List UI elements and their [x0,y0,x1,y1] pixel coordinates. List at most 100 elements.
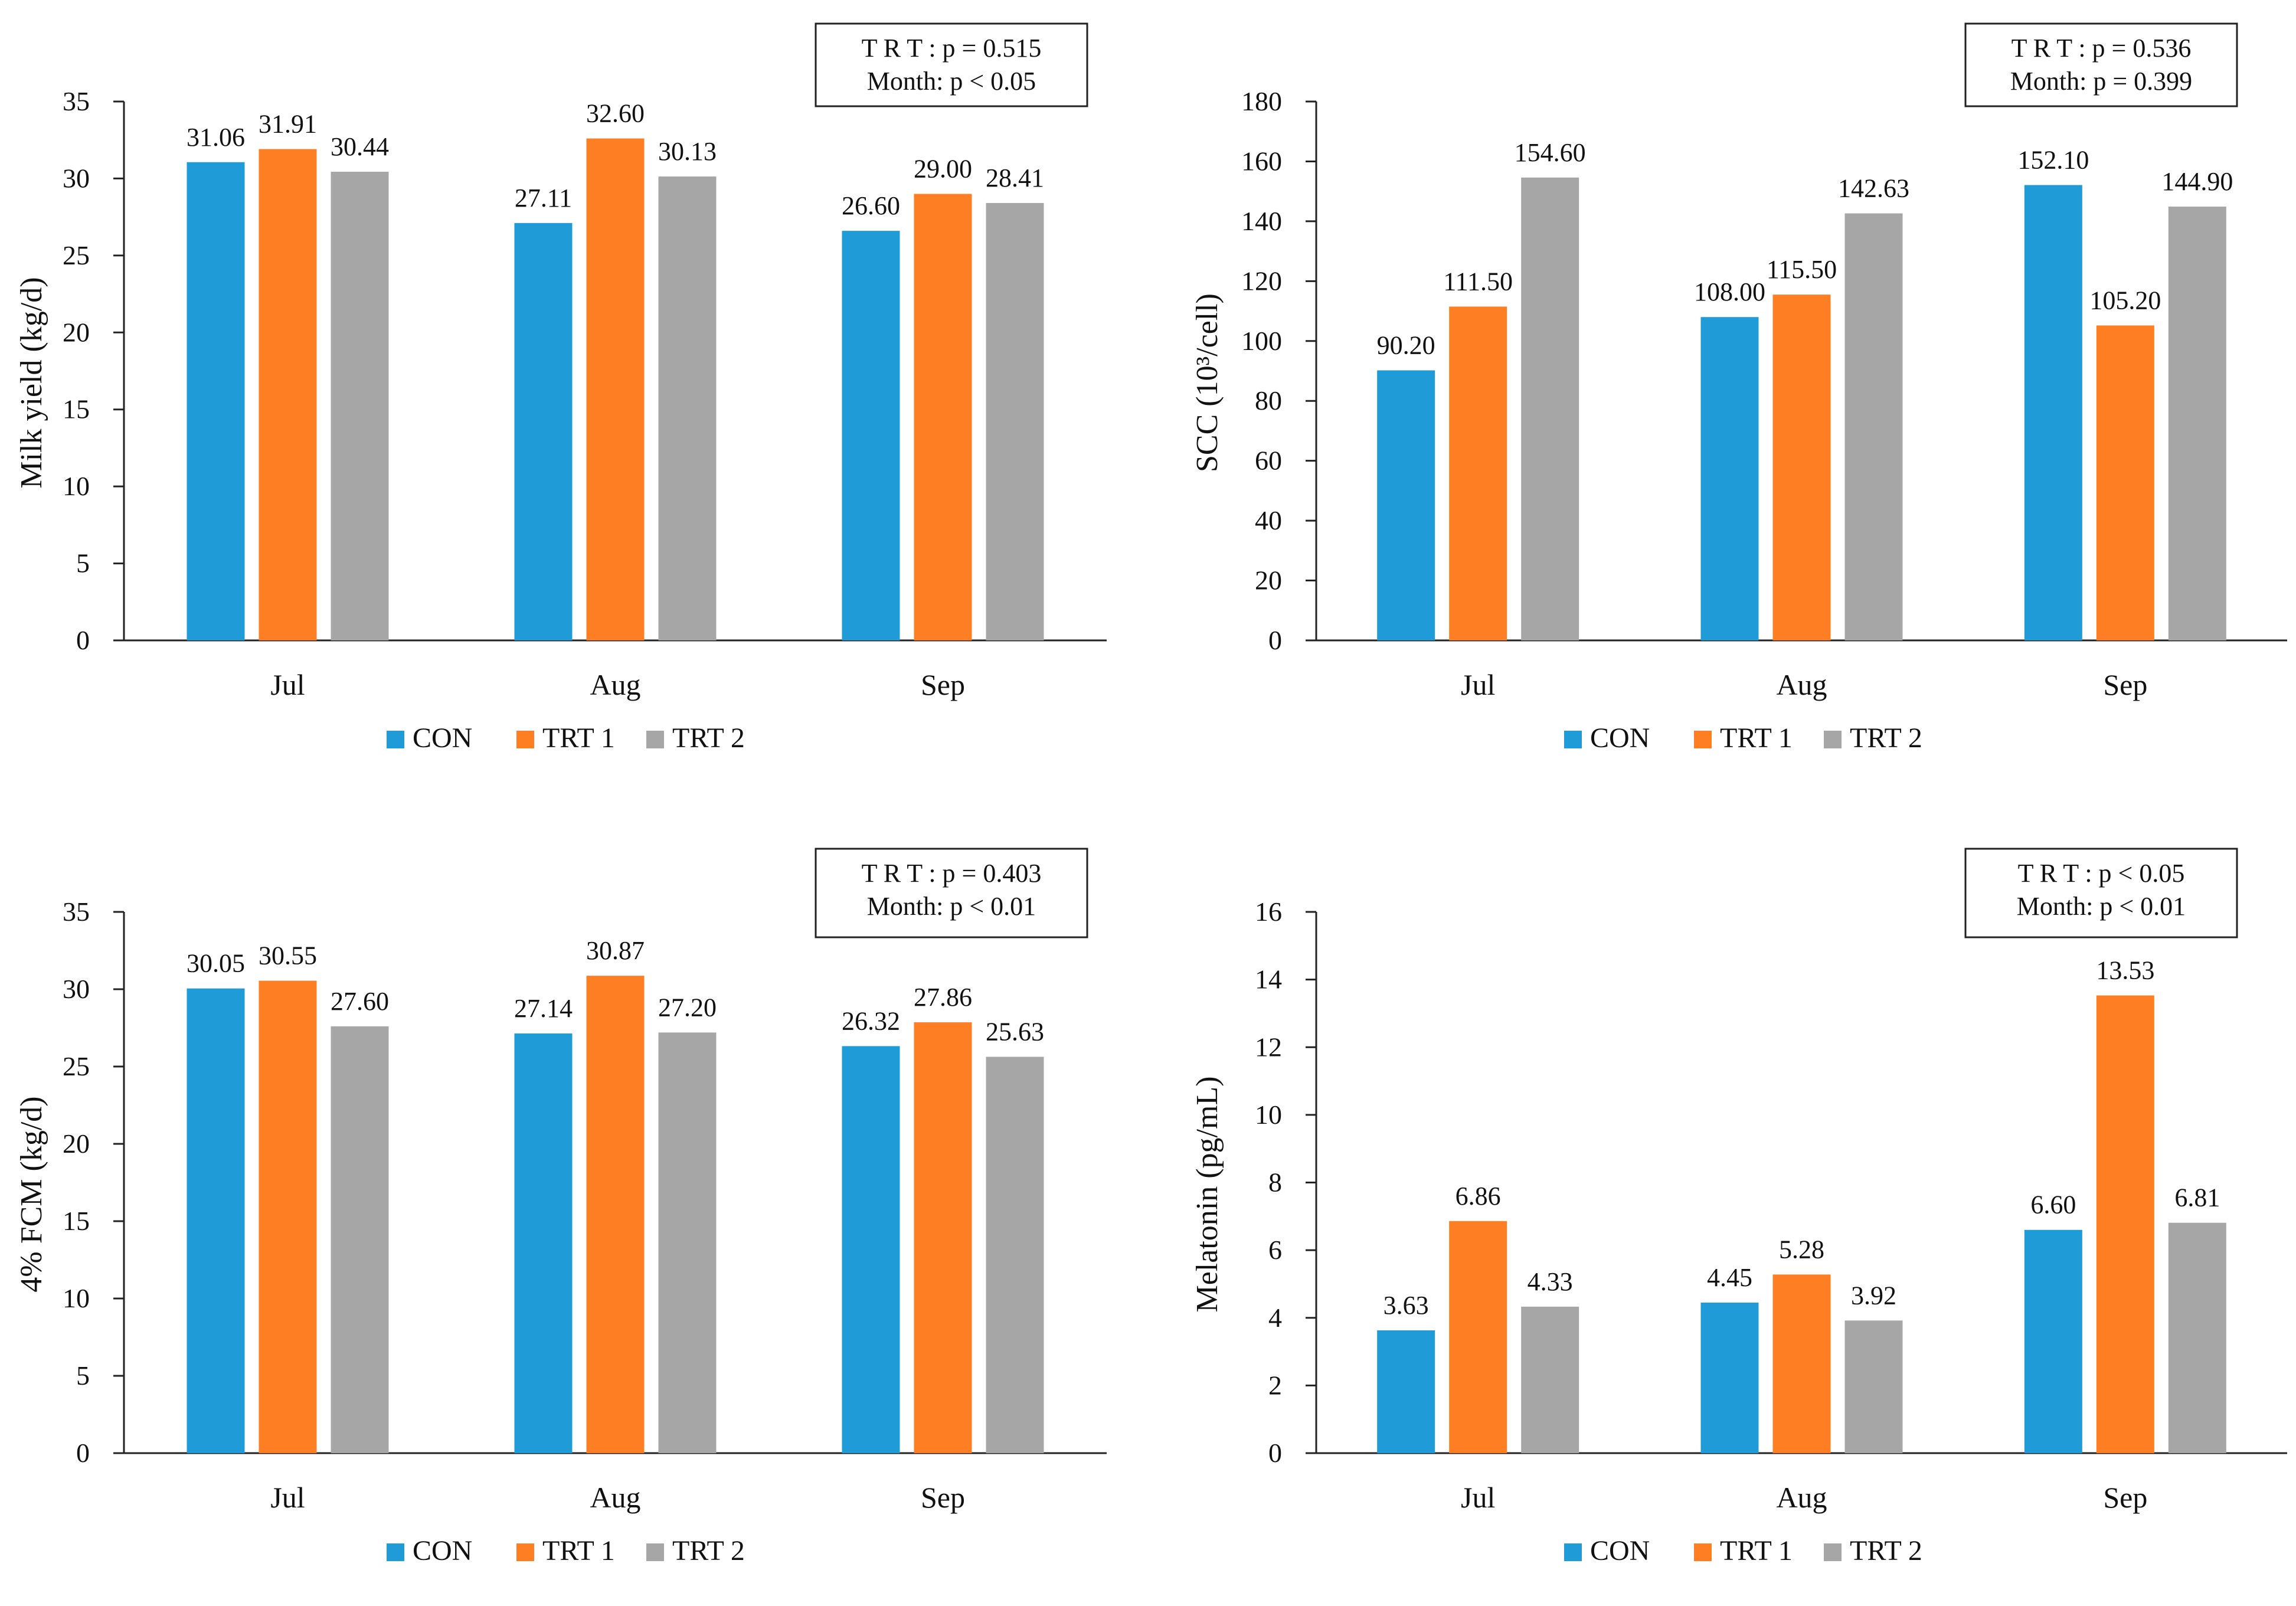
bar-trt2-jul [1521,177,1579,640]
stats-line: Month: p < 0.01 [867,892,1036,921]
bar-con-aug [514,1033,573,1453]
legend-label: TRT 1 [542,722,615,754]
stats-line: Month: p < 0.05 [867,67,1036,96]
data-label: 30.44 [331,132,389,161]
legend-label: CON [1590,722,1650,754]
data-label: 142.63 [1838,174,1909,203]
data-label: 3.92 [1851,1281,1896,1310]
data-label: 30.87 [586,936,645,965]
x-category-label: Jul [1461,1481,1495,1514]
bar-trt2-jul [331,1026,389,1453]
y-tick-label: 5 [76,548,90,578]
y-tick-label: 6 [1268,1235,1282,1265]
bar-con-sep [2024,185,2082,640]
data-label: 27.11 [515,184,572,212]
y-tick-label: 5 [76,1360,90,1391]
y-tick-label: 140 [1241,206,1282,236]
legend-swatch-trt1 [516,731,534,748]
y-tick-label: 25 [63,240,90,270]
data-label: 30.13 [658,137,717,166]
data-label: 30.55 [259,941,317,970]
y-tick-label: 0 [1268,1438,1282,1468]
x-category-label: Aug [590,1481,640,1514]
x-category-label: Aug [1776,1481,1827,1514]
x-category-label: Sep [921,1481,965,1514]
data-label: 6.86 [1456,1182,1501,1211]
data-label: 30.05 [187,949,245,978]
y-tick-label: 60 [1255,446,1282,476]
x-category-label: Aug [1776,668,1827,701]
data-label: 5.28 [1779,1235,1824,1264]
bar-trt1-sep [914,194,972,640]
y-tick-label: 40 [1255,505,1282,535]
x-category-label: Jul [270,668,305,701]
data-label: 31.91 [259,110,317,139]
y-tick-label: 20 [63,317,90,347]
y-tick-label: 0 [76,625,90,655]
stats-line: Month: p < 0.01 [2017,892,2186,921]
y-tick-label: 0 [1268,625,1282,655]
y-axis-title: 4% FCM (kg/d) [15,1096,48,1292]
data-label: 105.20 [2089,286,2161,315]
data-label: 6.81 [2174,1183,2220,1212]
legend-label: CON [413,1535,472,1566]
legend-swatch-trt1 [1694,731,1712,748]
legend-label: TRT 1 [1720,722,1793,754]
legend-swatch-con [1564,1543,1582,1561]
legend-label: CON [413,722,472,754]
bar-con-jul [1377,370,1435,640]
stats-box [815,848,1088,938]
data-label: 26.60 [842,191,900,220]
y-tick-label: 30 [63,974,90,1004]
bar-con-sep [2024,1229,2082,1453]
y-tick-label: 16 [1255,897,1282,927]
data-label: 25.63 [986,1017,1044,1046]
bar-trt2-sep [2168,1222,2226,1453]
data-label: 152.10 [2017,146,2089,175]
y-tick-label: 10 [1255,1100,1282,1130]
bar-trt1-jul [1449,306,1507,640]
data-label: 27.20 [658,993,717,1022]
data-label: 90.20 [1377,331,1435,359]
data-label: 13.53 [2096,956,2154,985]
y-tick-label: 14 [1255,964,1282,995]
bar-trt2-jul [331,171,389,640]
legend-swatch-trt2 [646,1543,664,1561]
bar-con-aug [1700,1302,1759,1453]
data-label: 154.60 [1515,138,1586,167]
y-tick-label: 12 [1255,1032,1282,1062]
legend-swatch-trt2 [1824,1543,1842,1561]
y-tick-label: 0 [76,1438,90,1468]
legend-swatch-trt1 [1694,1543,1712,1561]
data-label: 27.86 [914,983,972,1012]
data-label: 144.90 [2161,167,2233,196]
y-tick-label: 120 [1241,266,1282,296]
legend-swatch-trt2 [646,731,664,748]
bar-con-jul [187,162,245,640]
stats-line: T R T : p < 0.05 [2018,859,2185,888]
x-category-label: Jul [1461,668,1495,701]
data-label: 32.60 [586,99,645,128]
data-label: 27.60 [331,987,389,1016]
data-label: 29.00 [914,155,972,184]
y-axis-title: Melatonin (pg/mL) [1190,1076,1224,1312]
bar-trt1-aug [586,138,645,640]
bar-trt2-sep [986,1057,1044,1453]
legend-label: TRT 2 [1850,722,1922,754]
bar-trt1-jul [259,149,317,640]
data-label: 4.45 [1707,1263,1752,1292]
legend-label: TRT 1 [1720,1535,1793,1566]
stats-box [1964,848,2238,938]
y-tick-label: 4 [1268,1303,1282,1333]
legend-label: CON [1590,1535,1650,1566]
legend-swatch-con [1564,731,1582,748]
y-axis-title: SCC (10³/cell) [1190,293,1224,472]
data-label: 27.14 [514,994,573,1023]
bar-trt2-jul [1521,1306,1579,1453]
legend-swatch-con [387,1543,404,1561]
data-label: 3.63 [1384,1291,1429,1320]
bar-con-aug [514,223,573,640]
bar-trt1-sep [2096,325,2154,640]
y-tick-label: 10 [63,471,90,501]
